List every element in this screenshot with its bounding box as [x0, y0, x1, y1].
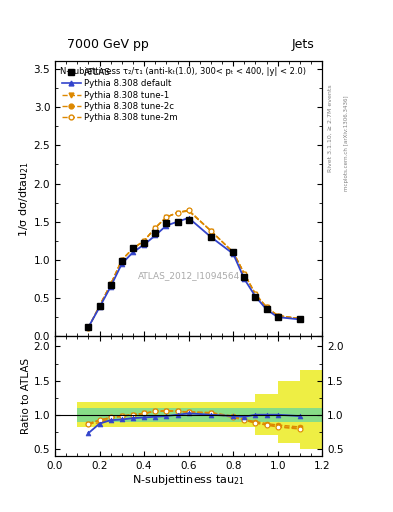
Text: 7000 GeV pp: 7000 GeV pp	[67, 38, 149, 51]
Text: N-subjettiness τ₂/τ₁ (anti-kₜ(1.0), 300< pₜ < 400, |y| < 2.0): N-subjettiness τ₂/τ₁ (anti-kₜ(1.0), 300<…	[61, 67, 307, 76]
Y-axis label: 1/σ dσ/dtau$_{21}$: 1/σ dσ/dtau$_{21}$	[17, 161, 31, 237]
Legend: ATLAS, Pythia 8.308 default, Pythia 8.308 tune-1, Pythia 8.308 tune-2c, Pythia 8: ATLAS, Pythia 8.308 default, Pythia 8.30…	[59, 66, 180, 124]
Y-axis label: Ratio to ATLAS: Ratio to ATLAS	[21, 358, 31, 434]
Text: ATLAS_2012_I1094564: ATLAS_2012_I1094564	[138, 271, 240, 280]
Text: Jets: Jets	[292, 38, 314, 51]
Text: mcplots.cern.ch [arXiv:1306.3436]: mcplots.cern.ch [arXiv:1306.3436]	[344, 96, 349, 191]
Text: Rivet 3.1.10, ≥ 2.7M events: Rivet 3.1.10, ≥ 2.7M events	[328, 84, 333, 172]
X-axis label: N-subjettiness tau$_{21}$: N-subjettiness tau$_{21}$	[132, 473, 245, 487]
